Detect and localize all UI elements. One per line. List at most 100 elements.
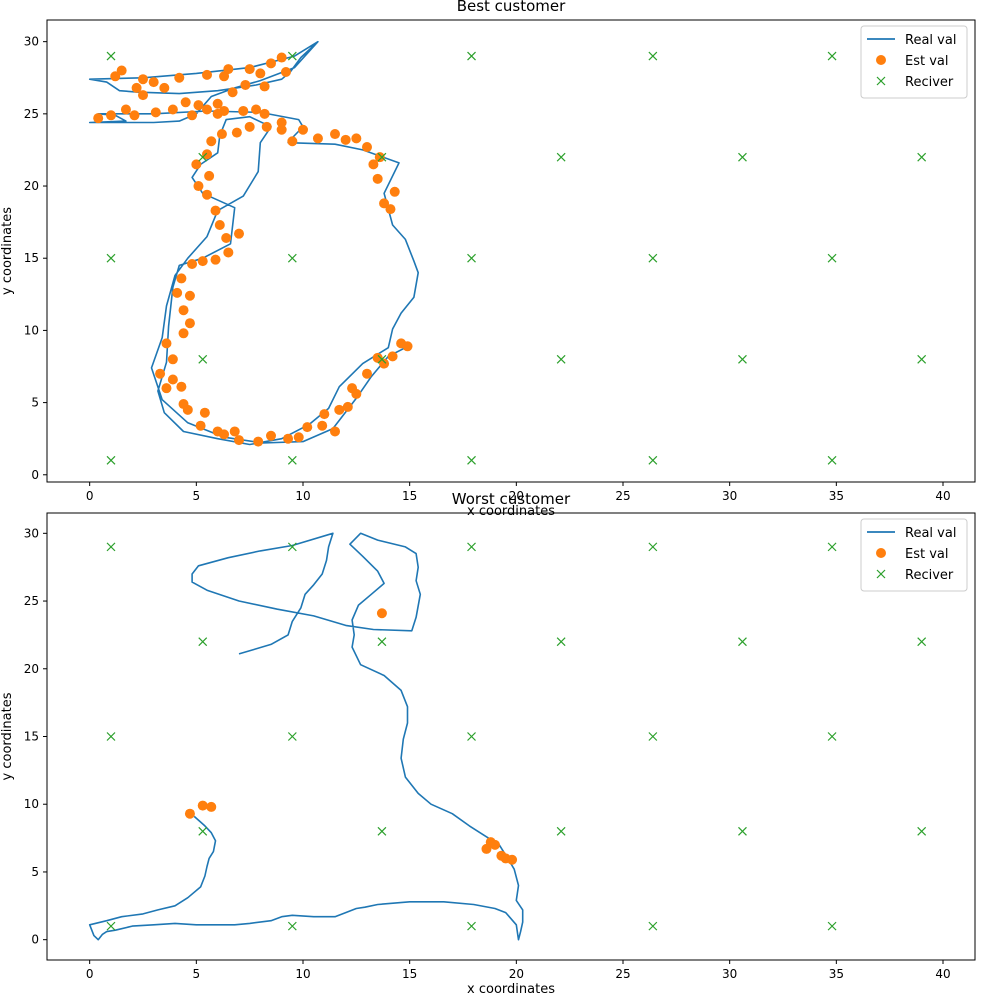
receiver-marker: [467, 921, 476, 931]
est-val-point: [178, 305, 189, 316]
receiver-marker: [917, 637, 927, 647]
est-val-point: [167, 354, 178, 365]
x-axis-label: x coordinates: [467, 982, 555, 997]
y-tick-label: 10: [24, 323, 39, 337]
receiver-stroke: [917, 637, 927, 647]
y-tick-label: 20: [24, 662, 39, 676]
est-val-point: [276, 52, 287, 63]
est-val-point: [223, 247, 234, 258]
est-val-point: [148, 77, 159, 88]
receiver-marker: [198, 637, 208, 647]
est-val-point: [234, 435, 244, 446]
receiver-stroke: [827, 51, 837, 61]
legend: Real val Est val Reciver: [860, 25, 968, 99]
est-val-point: [319, 409, 330, 420]
x-tick-label: 0: [86, 489, 94, 503]
receiver-marker: [287, 921, 297, 931]
receiver-stroke: [827, 542, 837, 552]
est-val-point: [197, 256, 208, 267]
est-val-point: [195, 420, 206, 431]
receiver-stroke: [198, 152, 208, 162]
receiver-marker: [287, 455, 297, 465]
y-tick-label: 10: [24, 797, 39, 811]
x-tick-label: 35: [829, 967, 844, 981]
receiver-marker: [106, 921, 116, 931]
est-val-point: [362, 368, 372, 379]
est-val-point: [283, 433, 294, 444]
receiver-stroke: [917, 152, 927, 162]
x-tick-label: 35: [829, 489, 844, 503]
est-val-point: [340, 134, 351, 145]
receiver-marker: [827, 51, 837, 61]
y-tick-label: 5: [31, 865, 39, 879]
est-val-point: [199, 407, 210, 418]
receiver-stroke: [287, 542, 297, 552]
receiver-marker: [106, 542, 116, 552]
receiver-stroke: [467, 253, 476, 263]
est-val-point: [193, 100, 204, 111]
receiver-marker: [556, 637, 566, 647]
est-val-point: [255, 68, 266, 79]
chart-panel-1: Worst customer 0 5 10 15 20 25 30 35 40 0 5 10 15 20 25…: [0, 490, 976, 997]
est-val-point: [240, 79, 251, 90]
est-val-point: [174, 72, 185, 83]
legend-dot-swatch: [876, 548, 886, 558]
chart-panel-0: Best customer 0 5 10 15 20 25 30 35 40 0 5 10 15 20 25 3…: [0, 0, 976, 519]
receiver-marker: [198, 354, 208, 364]
x-tick-label: 40: [935, 967, 950, 981]
receiver-marker: [738, 354, 747, 364]
est-val-point: [227, 87, 238, 98]
est-val-point: [206, 136, 217, 147]
receiver-marker: [106, 455, 116, 465]
est-val-point: [155, 368, 166, 379]
receiver-marker: [198, 152, 208, 162]
receiver-marker: [287, 253, 297, 263]
receiver-stroke: [648, 455, 658, 465]
receiver-stroke: [648, 51, 658, 61]
est-val-point: [187, 110, 198, 121]
receiver-marker: [556, 826, 566, 836]
est-val-point: [312, 133, 323, 144]
x-tick-label: 10: [295, 967, 310, 981]
est-val-point: [221, 233, 232, 244]
x-axis-label: x coordinates: [467, 504, 555, 519]
receiver-stroke: [106, 921, 116, 931]
receiver-marker: [648, 455, 658, 465]
est-val-point: [182, 404, 193, 415]
receiver-stroke: [648, 732, 658, 741]
legend-dot-swatch: [876, 55, 886, 65]
est-val-point: [210, 254, 221, 265]
est-val-point: [351, 133, 362, 144]
y-tick-label: 30: [24, 526, 39, 540]
est-val-point: [362, 142, 372, 153]
est-val-point: [212, 98, 223, 109]
y-axis-label: y coordinates: [0, 207, 15, 295]
est-val-point: [138, 90, 148, 101]
x-tick-label: 20: [509, 489, 524, 503]
est-val-point: [229, 426, 240, 437]
receiver-stroke: [106, 253, 116, 263]
est-val-point: [219, 105, 230, 116]
est-val-point: [389, 186, 400, 197]
x-tick-label: 25: [615, 967, 630, 981]
est-val-point: [206, 801, 217, 812]
chart-title: Worst customer: [452, 490, 571, 508]
legend-x-swatch: [876, 76, 886, 86]
receiver-stroke: [106, 542, 116, 552]
receiver-stroke: [917, 354, 927, 364]
receiver-marker: [467, 732, 476, 741]
receiver-marker: [738, 826, 747, 836]
est-val-point: [202, 69, 212, 80]
x-tick-label: 20: [509, 967, 524, 981]
receiver-marker: [198, 826, 208, 836]
est-val-point: [106, 110, 116, 121]
receiver-marker: [467, 455, 476, 465]
y-tick-label: 5: [31, 396, 39, 410]
y-tick-label: 25: [24, 107, 39, 121]
y-tick-label: 0: [31, 468, 39, 482]
receiver-stroke: [198, 637, 208, 647]
receiver-stroke: [467, 732, 476, 741]
receiver-stroke: [738, 152, 747, 162]
receiver-marker: [556, 354, 566, 364]
